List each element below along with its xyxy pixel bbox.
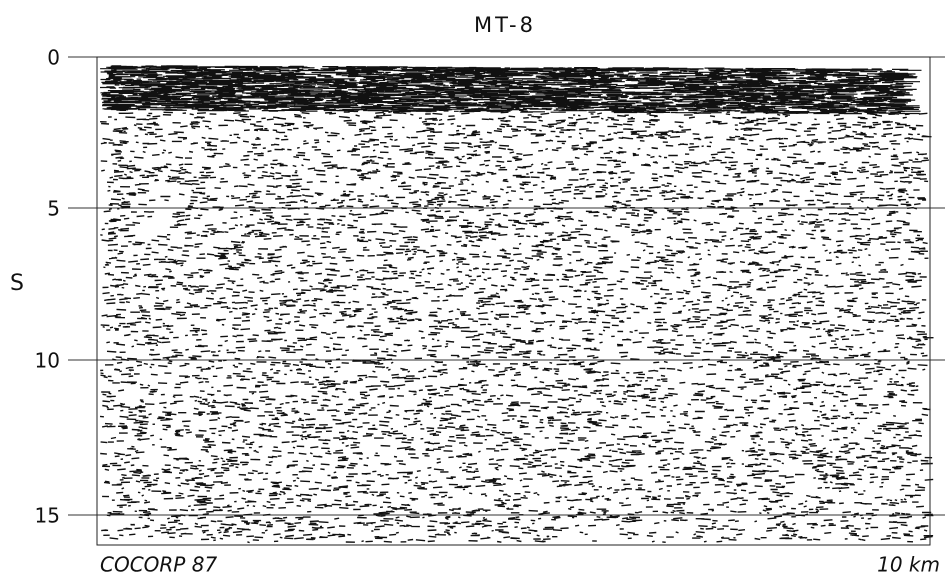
tick-label: 15 <box>35 504 60 528</box>
seismic-traces <box>99 110 934 544</box>
tick-label: 0 <box>47 46 60 70</box>
figure-title: MT-8 <box>474 13 536 37</box>
footer-right: 10 km <box>877 553 940 577</box>
seismic-reflector-band <box>100 65 922 115</box>
footer-left: COCORP 87 <box>100 553 217 577</box>
axis-label: S <box>10 271 24 296</box>
tick-label: 10 <box>35 349 60 373</box>
tick-label: 5 <box>47 197 60 221</box>
section-frame <box>96 56 931 546</box>
tick-group: 0 5 10 15 <box>35 46 945 528</box>
